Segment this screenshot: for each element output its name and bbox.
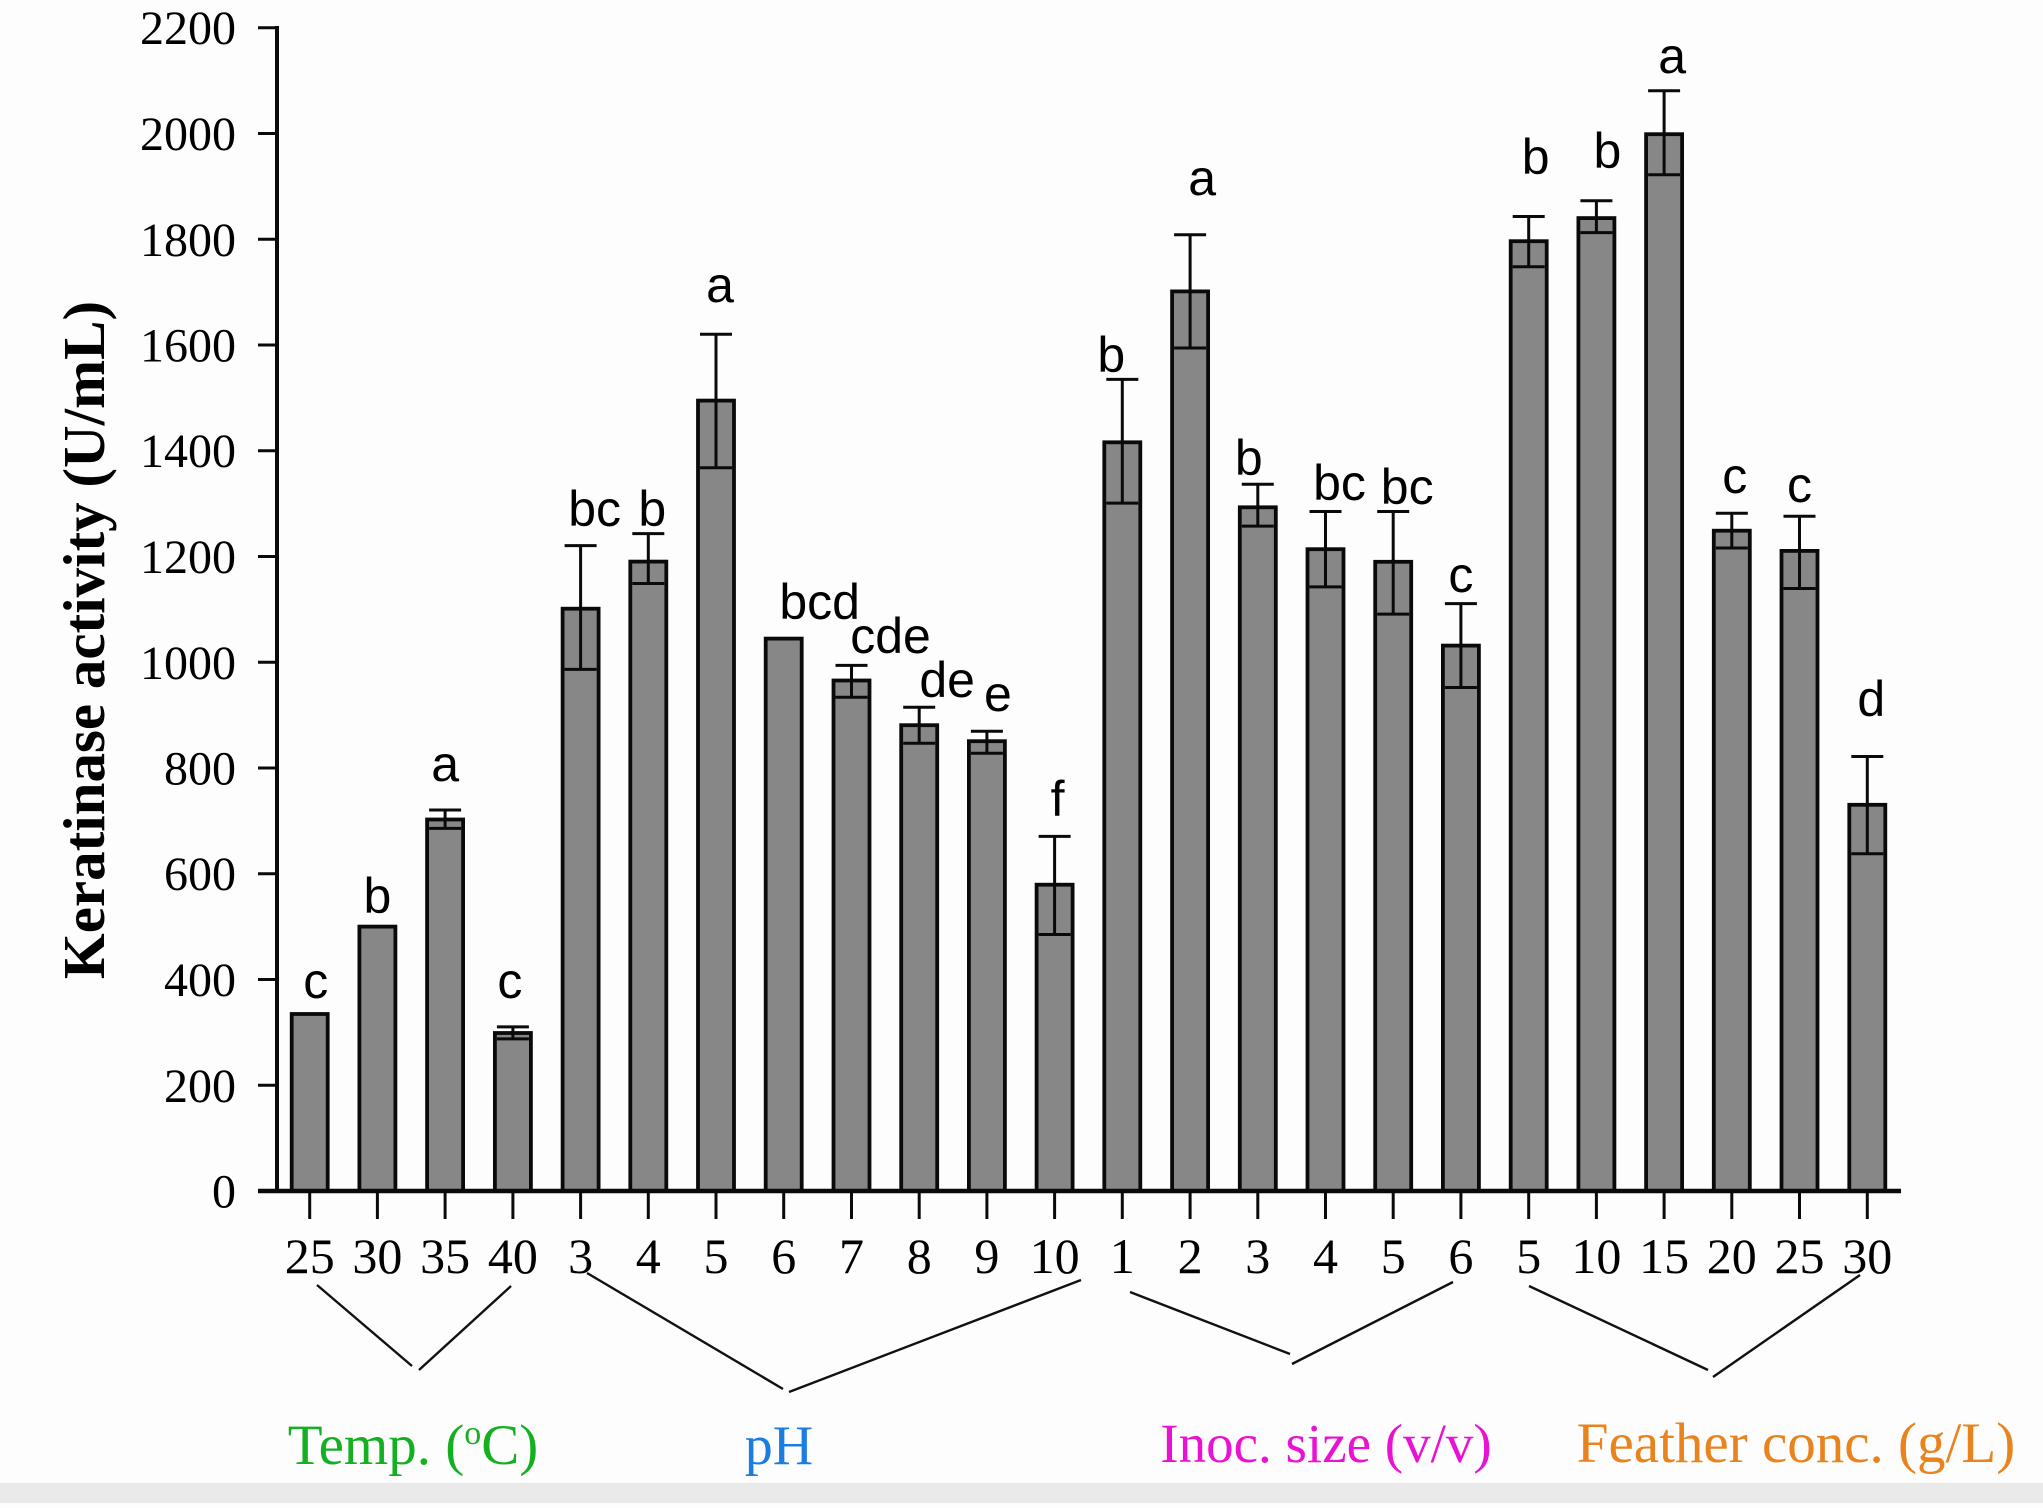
svg-text:6: 6 <box>771 1228 796 1284</box>
svg-text:Feather conc. (g/L): Feather conc. (g/L) <box>1577 1412 2015 1475</box>
svg-text:Inoc. size (v/v): Inoc. size (v/v) <box>1160 1413 1491 1474</box>
svg-text:7: 7 <box>839 1228 864 1284</box>
svg-text:Keratinase activity (U/mL): Keratinase activity (U/mL) <box>51 301 117 979</box>
svg-text:c: c <box>1787 457 1812 513</box>
svg-text:20: 20 <box>1707 1228 1757 1284</box>
svg-text:1200: 1200 <box>140 531 236 584</box>
svg-text:f: f <box>1051 771 1065 827</box>
svg-text:400: 400 <box>164 954 236 1007</box>
svg-text:25: 25 <box>1775 1228 1825 1284</box>
svg-text:2: 2 <box>1178 1228 1203 1284</box>
svg-text:5: 5 <box>704 1228 729 1284</box>
svg-text:1600: 1600 <box>140 320 236 373</box>
svg-text:5: 5 <box>1381 1228 1406 1284</box>
svg-text:pH: pH <box>745 1415 813 1477</box>
svg-text:1000: 1000 <box>140 637 236 690</box>
svg-text:c: c <box>303 953 328 1009</box>
svg-text:b: b <box>1593 123 1621 179</box>
svg-text:bc: bc <box>1313 455 1366 511</box>
svg-text:c: c <box>1448 547 1473 603</box>
svg-text:1400: 1400 <box>140 425 236 478</box>
svg-text:bcd: bcd <box>779 574 860 630</box>
svg-text:a: a <box>1188 150 1216 206</box>
svg-text:c: c <box>1722 448 1747 504</box>
svg-text:800: 800 <box>164 743 236 796</box>
svg-text:c: c <box>497 953 522 1009</box>
svg-text:200: 200 <box>164 1060 236 1113</box>
svg-text:bc: bc <box>568 481 621 537</box>
svg-text:3: 3 <box>1245 1228 1270 1284</box>
svg-text:b: b <box>638 481 666 537</box>
svg-text:2200: 2200 <box>140 2 236 55</box>
svg-text:cde: cde <box>850 608 931 664</box>
svg-text:a: a <box>431 736 459 792</box>
svg-text:5: 5 <box>1516 1228 1541 1284</box>
svg-text:30: 30 <box>352 1228 402 1284</box>
svg-text:d: d <box>1857 671 1885 727</box>
svg-text:e: e <box>984 666 1012 722</box>
svg-text:1800: 1800 <box>140 214 236 267</box>
svg-text:6: 6 <box>1448 1228 1473 1284</box>
svg-text:de: de <box>919 652 975 708</box>
svg-text:10: 10 <box>1571 1228 1621 1284</box>
svg-text:4: 4 <box>1313 1228 1338 1284</box>
svg-text:1: 1 <box>1110 1228 1135 1284</box>
svg-text:25: 25 <box>285 1228 335 1284</box>
svg-text:b: b <box>1097 327 1125 383</box>
svg-text:40: 40 <box>488 1228 538 1284</box>
svg-text:10: 10 <box>1030 1228 1080 1284</box>
svg-text:15: 15 <box>1639 1228 1689 1284</box>
svg-text:8: 8 <box>907 1228 932 1284</box>
svg-text:2000: 2000 <box>140 108 236 161</box>
svg-text:a: a <box>706 257 734 313</box>
svg-text:30: 30 <box>1842 1228 1892 1284</box>
svg-text:35: 35 <box>420 1228 470 1284</box>
svg-text:b: b <box>1522 129 1550 185</box>
svg-text:4: 4 <box>636 1228 661 1284</box>
svg-text:a: a <box>1658 28 1686 84</box>
svg-text:Temp. (oC): Temp. (oC) <box>288 1414 538 1477</box>
svg-text:600: 600 <box>164 848 236 901</box>
svg-text:b: b <box>363 868 391 924</box>
svg-text:b: b <box>1235 430 1263 486</box>
svg-text:bc: bc <box>1381 459 1434 515</box>
svg-text:9: 9 <box>974 1228 999 1284</box>
svg-text:0: 0 <box>212 1166 236 1219</box>
